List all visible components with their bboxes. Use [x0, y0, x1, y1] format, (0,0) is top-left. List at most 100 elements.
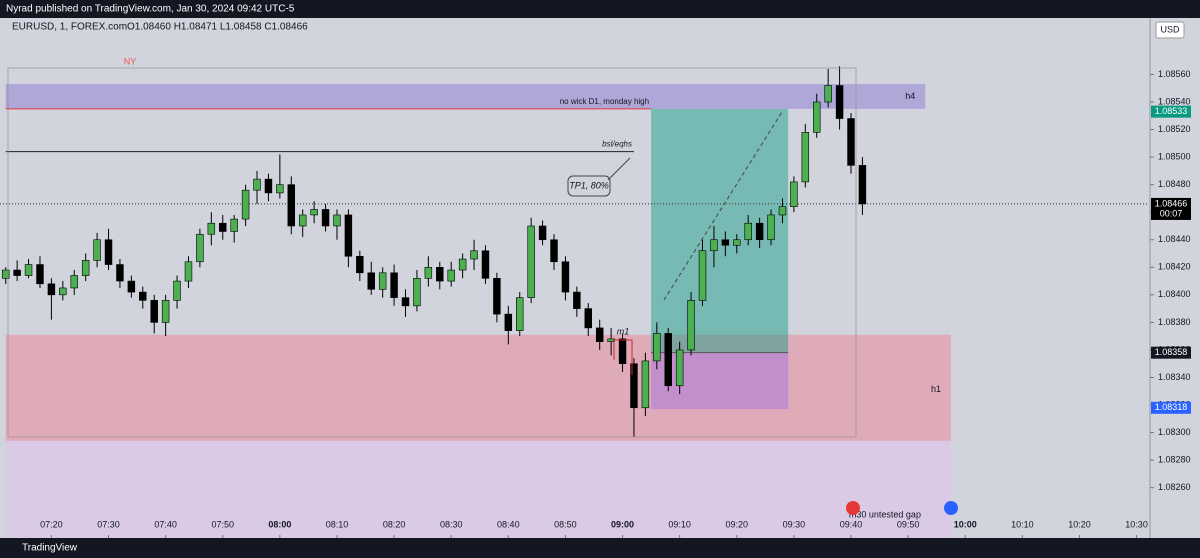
x-tick-label: 09:00 [611, 519, 634, 529]
x-tick-label: 08:30 [440, 519, 463, 529]
y-tick-label: 1.08540 [1158, 96, 1191, 106]
level-label: no wick D1, monday high [560, 97, 649, 106]
x-tick-label: 07:40 [154, 519, 177, 529]
candle-body [755, 222, 764, 241]
candle-body [504, 313, 513, 331]
candle-body [207, 222, 216, 235]
candle-body [550, 239, 558, 263]
zone-label: m30 untested gap [849, 509, 921, 519]
y-tick-label: 1.08520 [1158, 124, 1191, 134]
candle-body [767, 214, 775, 241]
x-tick-label: 09:10 [668, 519, 691, 529]
candle-body [81, 260, 90, 276]
x-tick-label: 10:10 [1011, 519, 1034, 529]
bottom-bar [0, 538, 1200, 558]
x-tick-label: 09:20 [726, 519, 749, 529]
candle-body [24, 264, 33, 276]
candle-body [116, 264, 124, 282]
candle-body [687, 300, 695, 351]
candle-body [493, 278, 501, 315]
candle-body [664, 333, 672, 387]
candle-body [276, 184, 284, 194]
candle-body [321, 209, 330, 227]
price-axis [1150, 18, 1200, 538]
candle-body [824, 85, 832, 103]
currency-box[interactable] [1155, 21, 1185, 39]
candle-body [13, 269, 21, 276]
candle-body [733, 239, 741, 246]
candle-body [298, 214, 307, 227]
y-tick-label: 1.08340 [1158, 372, 1191, 382]
candle-body [538, 225, 547, 241]
m1-label: m1 [617, 326, 630, 336]
candle-body [458, 258, 467, 271]
x-tick-label: 09:30 [783, 519, 806, 529]
x-tick-label: 07:30 [97, 519, 120, 529]
x-tick-label: 10:20 [1068, 519, 1091, 529]
y-tick-label: 1.08440 [1158, 234, 1191, 244]
y-tick-label: 1.08500 [1158, 151, 1191, 161]
y-tick-label: 1.08480 [1158, 179, 1191, 189]
candle-body [641, 360, 650, 409]
brand: TradingView [22, 543, 78, 554]
callout-pointer [607, 157, 631, 181]
x-tick-label: 08:10 [326, 519, 349, 529]
candle-body [139, 291, 147, 301]
candle-body [630, 363, 638, 409]
y-tick-label: 1.08300 [1158, 427, 1191, 437]
candle-body [847, 118, 855, 166]
candle-body [390, 272, 398, 298]
candle-body [378, 272, 387, 290]
candle-body [127, 280, 136, 293]
price-tag-label: 1.08358 [1155, 347, 1188, 357]
candle-body [367, 272, 375, 290]
price-tag [1151, 401, 1191, 414]
x-tick-label: 07:50 [211, 519, 234, 529]
x-tick-label: 10:00 [954, 519, 977, 529]
candle-body [858, 165, 867, 205]
currency[interactable]: USD [1160, 24, 1180, 34]
candle-body [813, 101, 821, 133]
level-label: bsl/eqhs [602, 140, 632, 149]
price-tag [1151, 105, 1191, 118]
candle-body [264, 178, 273, 194]
candle-body [310, 209, 318, 216]
candle-body [219, 222, 227, 232]
candle-body [356, 255, 364, 274]
candle-body [710, 239, 718, 252]
candle-body [184, 261, 193, 282]
y-tick-label: 1.08400 [1158, 289, 1191, 299]
x-tick-label: 07:20 [40, 519, 63, 529]
candle-body [561, 261, 570, 293]
x-tick-label: 09:40 [840, 519, 863, 529]
flag-icon[interactable] [944, 501, 958, 515]
candle-body [801, 132, 810, 183]
publisher: Nyrad published on TradingView.com, Jan … [6, 4, 295, 15]
candle-body [1, 269, 10, 279]
candle-body [401, 297, 410, 307]
x-tick-label: 08:40 [497, 519, 520, 529]
candle-body [36, 264, 44, 285]
candle-body [470, 250, 478, 260]
candle-body [744, 222, 752, 241]
top-bar [0, 0, 1200, 18]
candle-body [584, 308, 593, 329]
x-tick-label: 08:00 [268, 519, 291, 529]
candle-body [241, 189, 250, 220]
candle-body [424, 266, 433, 279]
alert-icon[interactable] [846, 501, 860, 515]
y-tick-label: 1.08420 [1158, 262, 1191, 272]
x-tick-label: 08:20 [383, 519, 406, 529]
candle-body [778, 206, 787, 216]
price-tag-label: 1.08318 [1155, 402, 1188, 412]
x-tick-label: 08:50 [554, 519, 577, 529]
callout-box [567, 175, 611, 197]
target-zone [651, 108, 789, 353]
candle-body [230, 218, 238, 232]
candle-body [47, 283, 56, 296]
price-tag [1151, 197, 1191, 220]
candle-body [196, 233, 204, 263]
candle-body [93, 239, 101, 261]
y-tick-label: 1.08280 [1158, 454, 1191, 464]
stop-zone [651, 352, 789, 410]
